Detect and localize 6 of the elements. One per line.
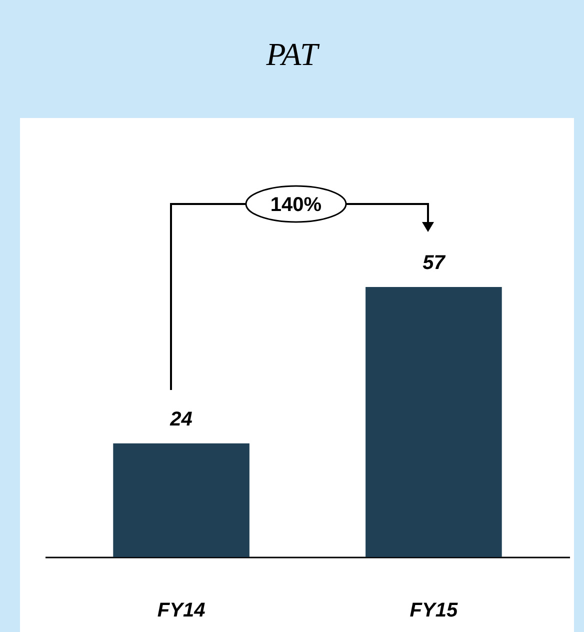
- text: 140%: [270, 194, 322, 216]
- x-tick-label: FY14: [157, 600, 206, 622]
- data-label: 24: [169, 408, 192, 430]
- chart-title: PAT: [265, 36, 321, 73]
- x-tick-label: FY15: [410, 600, 458, 622]
- data-label: 57: [422, 252, 446, 274]
